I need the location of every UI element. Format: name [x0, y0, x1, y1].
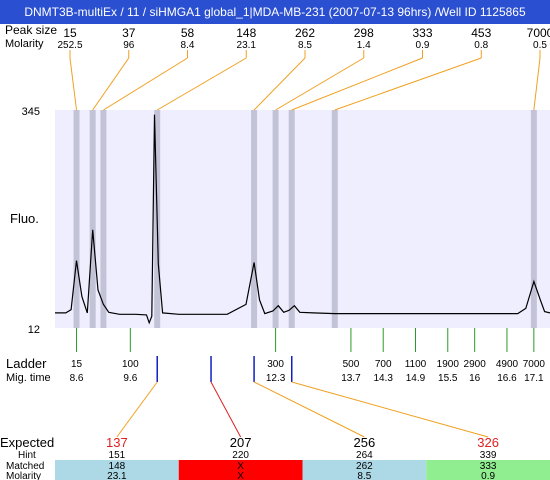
- ladder-size-label: 100: [122, 359, 139, 370]
- peak-size-label: 58: [181, 26, 195, 40]
- ladder-time-label: 15.5: [438, 373, 458, 384]
- peak-pointer: [533, 57, 541, 111]
- expected-header: Expected: [0, 435, 54, 450]
- peak-molarity-label: 23.1: [237, 40, 257, 51]
- ladder-time-label: 12.3: [266, 373, 286, 384]
- peak-band: [288, 110, 295, 328]
- peak-molarity-label: 0.9: [416, 40, 430, 51]
- expected-size: 326: [477, 435, 499, 450]
- peak-size-label: 37: [122, 26, 136, 40]
- ladder-label: Ladder: [6, 356, 47, 371]
- peak-pointer: [69, 57, 78, 111]
- y-tick-max: 345: [22, 106, 40, 118]
- peak-size-label: 148: [236, 26, 256, 40]
- matched-size: X: [237, 461, 244, 472]
- matched-molarity: 23.1: [107, 471, 127, 480]
- match-cell: [426, 460, 550, 480]
- peak-band: [251, 110, 258, 328]
- match-cell: [178, 460, 303, 480]
- matched-molarity: 8.5: [357, 471, 371, 480]
- plot-area: [55, 110, 550, 328]
- matched-header: Matched: [6, 461, 44, 472]
- peak-band: [100, 110, 107, 328]
- peak-size-label: 453: [471, 26, 491, 40]
- matched-size: 262: [356, 461, 373, 472]
- peak-molarity-label: 96: [123, 40, 135, 51]
- ladder-time-label: 16.6: [497, 373, 517, 384]
- peak-size-label: 7000: [527, 26, 550, 40]
- peak-labels: 15252.53796588.414823.12628.52981.43330.…: [57, 26, 550, 51]
- ladder-size-label: 300: [267, 359, 284, 370]
- peak-size-label: 15: [63, 26, 77, 40]
- peak-molarity-label: 8.4: [181, 40, 195, 51]
- ladder-time-label: 9.6: [123, 373, 137, 384]
- expected-size: 137: [106, 435, 128, 450]
- peak-band: [331, 110, 338, 328]
- y-axis-label: Fluo.: [10, 211, 39, 226]
- peak-pointer: [156, 57, 247, 111]
- ladder-size-label: 2900: [464, 359, 487, 370]
- peak-size-label: 262: [295, 26, 315, 40]
- peak-size-label: 333: [412, 26, 432, 40]
- molarity-row-header: Molarity: [6, 471, 41, 480]
- ladder-size-label: 500: [343, 359, 360, 370]
- hint-size: 220: [232, 450, 249, 461]
- peak-molarity-label: 1.4: [357, 40, 371, 51]
- ladder-size-label: 700: [375, 359, 392, 370]
- matched-size: 333: [480, 461, 497, 472]
- peak-pointer: [291, 57, 423, 111]
- ladder-size-label: 7000: [523, 359, 546, 370]
- hint-size: 264: [356, 450, 373, 461]
- peak-molarity-label: 8.5: [298, 40, 312, 51]
- peak-band: [73, 110, 80, 328]
- peak-band: [530, 110, 537, 328]
- hint-size: 151: [109, 450, 126, 461]
- ladder-time-label: 8.6: [70, 373, 84, 384]
- fluorescence-trace: [55, 114, 550, 325]
- peak-molarity-label: 252.5: [57, 40, 82, 51]
- ladder-time-label: 17.1: [524, 373, 544, 384]
- peak-size-header: Peak size: [5, 23, 57, 37]
- expected-size: 256: [354, 435, 376, 450]
- mig-time-label: Mig. time: [6, 372, 51, 384]
- expected-pointer: [210, 381, 242, 438]
- matched-molarity: X: [237, 471, 244, 480]
- match-cell: [302, 460, 427, 480]
- hint-header: Hint: [18, 450, 36, 461]
- peak-pointer-lines: [69, 50, 541, 111]
- peak-pointer: [253, 57, 306, 111]
- peak-molarity-label: 0.5: [533, 40, 547, 51]
- matched-size: 148: [109, 461, 126, 472]
- expected-pointer: [291, 381, 489, 438]
- peak-size-label: 298: [354, 26, 374, 40]
- peak-pointer: [334, 57, 482, 111]
- ladder-time-label: 16: [469, 373, 481, 384]
- peak-pointer: [275, 57, 365, 111]
- match-cell: [55, 460, 179, 480]
- chart-title: DNMT3B-multiEx / 11 / siHMGA1 global_1|M…: [0, 0, 550, 24]
- molarity-header: Molarity: [5, 38, 44, 50]
- peak-band: [89, 110, 96, 328]
- peak-molarity-label: 0.8: [474, 40, 488, 51]
- expected-pointer: [116, 381, 158, 438]
- ladder-size-label: 4900: [496, 359, 519, 370]
- peak-band: [272, 110, 279, 328]
- peak-pointer: [103, 57, 188, 111]
- peak-pointer: [92, 57, 130, 111]
- ladder-time-label: 13.7: [341, 373, 361, 384]
- y-tick-min: 12: [28, 324, 40, 336]
- ladder-size-label: 1100: [405, 359, 427, 370]
- ladder-time-label: 14.9: [406, 373, 426, 384]
- ladder-size-label: 1900: [437, 359, 460, 370]
- ladder-size-label: 15: [71, 359, 83, 370]
- hint-size: 339: [480, 450, 497, 461]
- expected-pointer: [253, 381, 365, 438]
- ladder-markers: 15 8.6 100 9.6 300 12.3 500 13.7 700 14.3 1100 14.9…: [70, 328, 546, 384]
- ladder-time-label: 14.3: [373, 373, 393, 384]
- matched-molarity: 0.9: [481, 471, 495, 480]
- expected-size: 207: [230, 435, 252, 450]
